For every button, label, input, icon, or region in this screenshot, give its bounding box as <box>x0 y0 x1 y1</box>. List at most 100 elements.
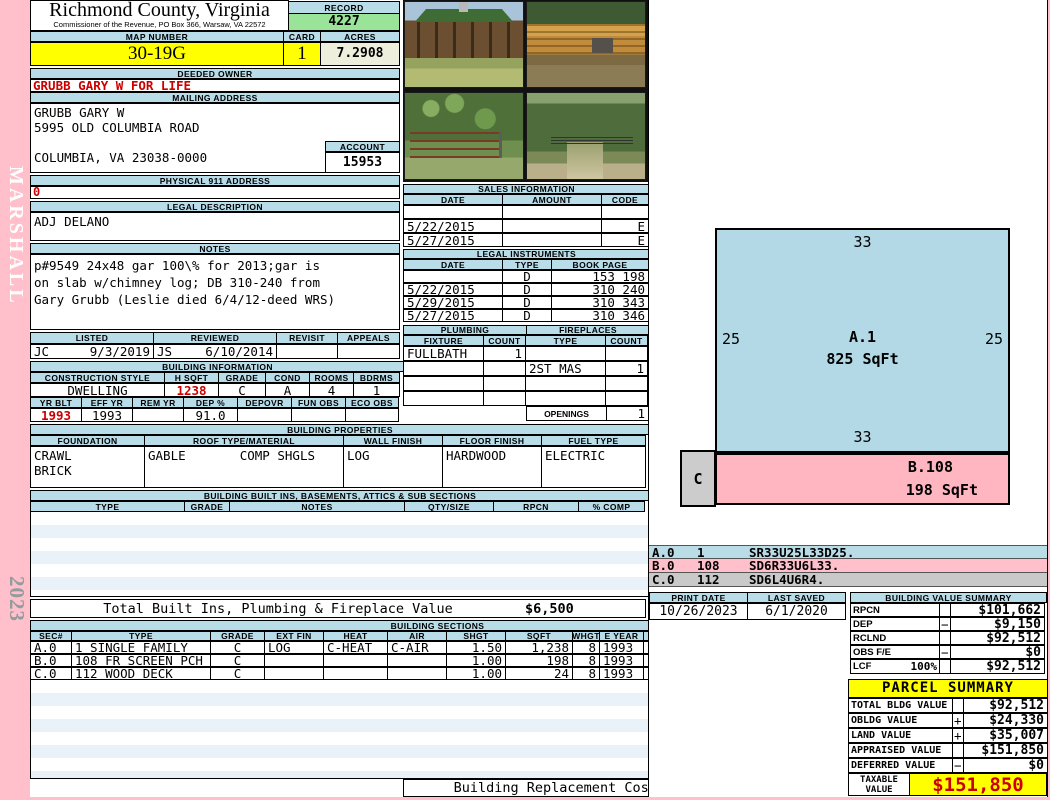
instrument-row: 5/27/2015 D 310 346 <box>403 309 650 322</box>
properties-value-row: CRAWL BRICK GABLE COMP SHGLS LOG HARDWOO… <box>30 446 650 488</box>
floor-finish-label: FLOOR FINISH <box>442 435 542 446</box>
plumbing-title: PLUMBING <box>403 325 527 335</box>
funobs-value <box>291 408 346 422</box>
review-header-row: LISTED REVIEWED REVISIT APPEALS <box>30 332 400 344</box>
wall-finish-label: WALL FINISH <box>343 435 443 446</box>
ecoobs-label: ECO OBS <box>345 397 399 408</box>
last-saved-label: LAST SAVED <box>747 592 846 603</box>
builtins-title: BUILDING BUILT INS, BASEMENTS, ATTICS & … <box>30 490 650 501</box>
notes-box: p#9549 24x48 gar 100\% for 2013;gar is o… <box>30 254 400 330</box>
print-date-label: PRINT DATE <box>649 592 748 603</box>
vector-row-c: C.0 112 SD6L4U6R4. <box>649 572 1047 587</box>
listed-by: JC <box>34 344 50 359</box>
fixture-count-label: COUNT <box>483 335 526 346</box>
instrument-row: D 153 198 <box>403 270 650 283</box>
county-header: Richmond County, Virginia Commissioner o… <box>30 0 289 31</box>
rooms-value: 4 <box>309 383 354 397</box>
dates-value-row: 10/26/2023 6/1/2020 <box>649 603 846 620</box>
taxable-value-amount: $151,850 <box>932 773 1024 796</box>
sales-amount-label: AMOUNT <box>502 194 602 205</box>
instr-bookpage-label: BOOK PAGE <box>551 259 649 270</box>
driveway-path <box>567 142 603 179</box>
building-info-header-row-1: CONSTRUCTION STYLE H SQFT GRADE COND ROO… <box>30 372 405 383</box>
listed-label: LISTED <box>30 332 154 344</box>
last-saved-value: 6/1/2020 <box>747 603 846 620</box>
dates-header-row: PRINT DATE LAST SAVED <box>649 592 846 603</box>
sketch-dim-left: 25 <box>722 330 741 348</box>
physical-address-label: PHYSICAL 911 ADDRESS <box>30 175 400 186</box>
value-summary-row: LCF 100% $92,512 <box>850 659 1047 674</box>
sketch-section-b: B.108 198 SqFt <box>715 453 1010 505</box>
cabin-roof <box>414 8 514 23</box>
notes-line-2: on slab w/chimney log; DB 310-240 from <box>34 275 320 290</box>
listed-date: 9/3/2019 <box>89 344 150 359</box>
builtins-comp-label: % COMP <box>578 501 645 512</box>
appeals-label: APPEALS <box>337 332 400 344</box>
deeded-owner-label: DEEDED OWNER <box>30 68 400 79</box>
dep-pct-value: 91.0 <box>183 408 238 422</box>
sales-row <box>403 205 650 219</box>
taxable-value-row: TAXABLE VALUE $151,850 <box>848 773 1048 796</box>
year-vertical-label: 2023 <box>5 576 29 622</box>
sales-row: 5/27/2015 E <box>403 233 650 247</box>
county-title: Richmond County, Virginia <box>49 0 270 21</box>
sales-date-label: DATE <box>403 194 503 205</box>
builtins-qty-label: QTY/SIZE <box>404 501 494 512</box>
sales-information-title: SALES INFORMATION <box>403 184 650 194</box>
mailing-line-1: GRUBB GARY W <box>34 105 125 120</box>
acres-value: 7.2908 <box>320 42 400 66</box>
cond-label: COND <box>265 372 310 383</box>
fuel-type-value: ELECTRIC <box>541 446 646 488</box>
builtins-total-label: Total Built Ins, Plumbing & Fireplace Va… <box>103 600 453 617</box>
instr-type-label: TYPE <box>502 259 552 270</box>
photo-metal-gate-entrance[interactable] <box>404 91 524 180</box>
sketch-b-label: B.108 <box>907 458 953 476</box>
sketch-section-c: C <box>680 450 716 507</box>
photo-wooded-driveway-gate[interactable] <box>526 91 646 180</box>
map-number-value: 30-19G <box>30 42 284 66</box>
openings-count: 1 <box>606 406 649 421</box>
parcel-row: DEFERRED VALUE − $0 <box>848 758 1048 773</box>
construction-style-value: DWELLING <box>30 383 165 397</box>
dep-pct-label: DEP % <box>183 397 238 408</box>
legal-description-value: ADJ DELANO <box>30 212 400 241</box>
plumbing-row: 2ST MAS 1 <box>403 361 650 376</box>
mailing-line-3: COLUMBIA, VA 23038-0000 <box>34 150 208 165</box>
parcel-row: LAND VALUE + $35,007 <box>848 728 1048 743</box>
acres-label: ACRES <box>320 31 400 42</box>
parcel-summary-title: PARCEL SUMMARY <box>848 679 1048 698</box>
record-value: 4227 <box>288 13 400 31</box>
wall-finish-value: LOG <box>343 446 443 488</box>
gate-bars <box>409 132 502 158</box>
photo-grid <box>403 0 650 182</box>
pallet-stack <box>591 37 614 53</box>
sketch-b-area: 198 SqFt <box>905 481 978 499</box>
card-label: CARD <box>283 31 321 42</box>
account-value: 15953 <box>325 152 400 173</box>
properties-header-row: FOUNDATION ROOF TYPE/MATERIAL WALL FINIS… <box>30 435 650 446</box>
openings-label: OPENINGS <box>526 406 607 421</box>
parcel-row: OBLDG VALUE + $24,330 <box>848 713 1048 728</box>
effyr-label: EFF YR <box>81 397 133 408</box>
reviewed-label: REVIEWED <box>153 332 277 344</box>
parcel-row: TOTAL BLDG VALUE $92,512 <box>848 698 1048 713</box>
cabin-porch-posts <box>416 22 512 59</box>
sales-header-row: DATE AMOUNT CODE <box>403 194 650 205</box>
physical-address-value: 0 <box>30 186 400 199</box>
foundation-value: CRAWL BRICK <box>30 446 145 488</box>
ecoobs-value <box>345 408 399 422</box>
remyr-label: REM YR <box>132 397 184 408</box>
reviewed-date: 6/10/2014 <box>205 344 273 359</box>
commissioner-line: Commissioner of the Revenue, PO Box 366,… <box>53 20 266 29</box>
sales-row: 5/22/2015 E <box>403 219 650 233</box>
vendor-vertical-label: MARSHALL <box>5 166 27 306</box>
appeals-value <box>337 344 400 359</box>
photo-log-garage-construction[interactable] <box>526 1 646 88</box>
building-properties-title: BUILDING PROPERTIES <box>30 424 650 435</box>
builtins-total-value: $6,500 <box>525 600 574 617</box>
taxable-value-label: TAXABLE VALUE <box>848 773 910 796</box>
photo-log-cabin-front[interactable] <box>404 1 524 88</box>
fireplace-type-label: TYPE <box>525 335 606 346</box>
roof-value: GABLE COMP SHGLS <box>144 446 344 488</box>
